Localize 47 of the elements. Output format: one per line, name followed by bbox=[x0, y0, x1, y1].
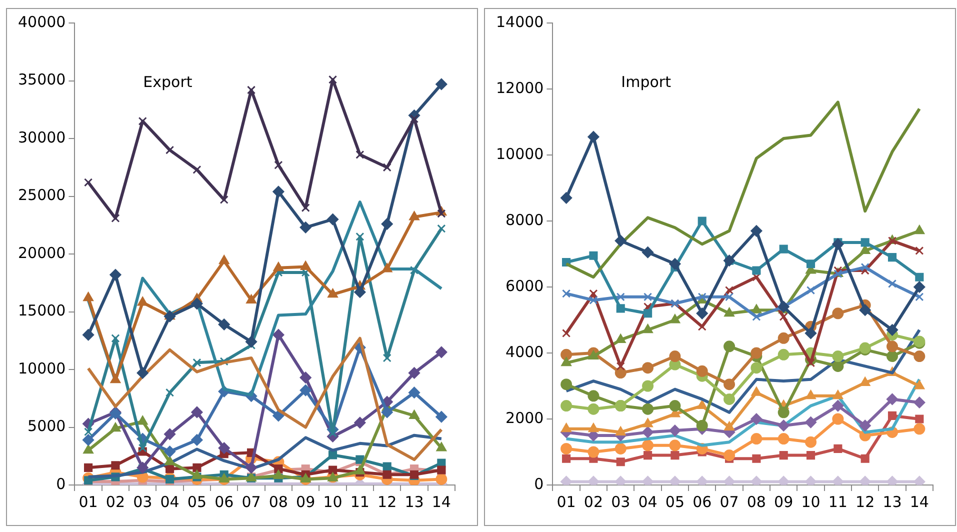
x-tick-label: 12 bbox=[378, 492, 397, 511]
x-tick-label: 01 bbox=[556, 492, 576, 511]
y-tick-label: 35000 bbox=[18, 70, 66, 89]
y-tick-label: 8000 bbox=[506, 210, 544, 229]
y-tick-label: 12000 bbox=[496, 78, 544, 97]
annotation: Import bbox=[621, 72, 672, 91]
x-tick-label: 02 bbox=[106, 492, 126, 511]
annotation: Export bbox=[143, 72, 192, 91]
y-tick-label: 0 bbox=[534, 474, 544, 493]
x-tick-label: 08 bbox=[268, 492, 288, 511]
y-tick-label: 40000 bbox=[18, 12, 66, 31]
y-tick-label: 0 bbox=[56, 474, 66, 493]
y-tick-label: 25000 bbox=[18, 186, 66, 204]
x-tick-label: 04 bbox=[638, 492, 658, 511]
x-tick-label: 03 bbox=[611, 492, 630, 511]
x-tick-label: 05 bbox=[187, 492, 206, 511]
y-tick-label: 30000 bbox=[18, 128, 66, 146]
x-tick-label: 13 bbox=[882, 492, 902, 511]
y-tick-label: 14000 bbox=[496, 12, 544, 31]
x-tick-label: 04 bbox=[160, 492, 180, 511]
y-tick-label: 2000 bbox=[506, 408, 544, 427]
y-tick-label: 10000 bbox=[18, 359, 66, 378]
y-tick-label: 5000 bbox=[28, 417, 66, 436]
x-tick-label: 14 bbox=[432, 492, 451, 511]
x-tick-label: 12 bbox=[856, 492, 875, 511]
x-tick-label: 06 bbox=[692, 492, 712, 511]
x-tick-label: 10 bbox=[323, 492, 342, 511]
x-tick-label: 11 bbox=[828, 492, 848, 511]
y-tick-label: 15000 bbox=[18, 302, 66, 320]
x-tick-label: 14 bbox=[910, 492, 929, 511]
x-tick-label: 07 bbox=[720, 492, 739, 511]
x-tick-label: 10 bbox=[801, 492, 820, 511]
y-tick-label: 20000 bbox=[18, 244, 66, 262]
x-tick-label: 09 bbox=[296, 492, 316, 511]
x-tick-label: 08 bbox=[746, 492, 766, 511]
x-tick-label: 13 bbox=[404, 492, 424, 511]
y-tick-label: 10000 bbox=[496, 144, 544, 163]
y-tick-label: 4000 bbox=[506, 342, 544, 361]
x-tick-label: 03 bbox=[133, 492, 152, 511]
x-tick-label: 07 bbox=[242, 492, 261, 511]
x-tick-label: 05 bbox=[665, 492, 684, 511]
x-tick-label: 01 bbox=[78, 492, 98, 511]
x-tick-label: 06 bbox=[214, 492, 234, 511]
x-tick-label: 09 bbox=[774, 492, 794, 511]
x-tick-label: 11 bbox=[350, 492, 370, 511]
y-tick-label: 6000 bbox=[506, 276, 544, 295]
x-tick-label: 02 bbox=[584, 492, 604, 511]
